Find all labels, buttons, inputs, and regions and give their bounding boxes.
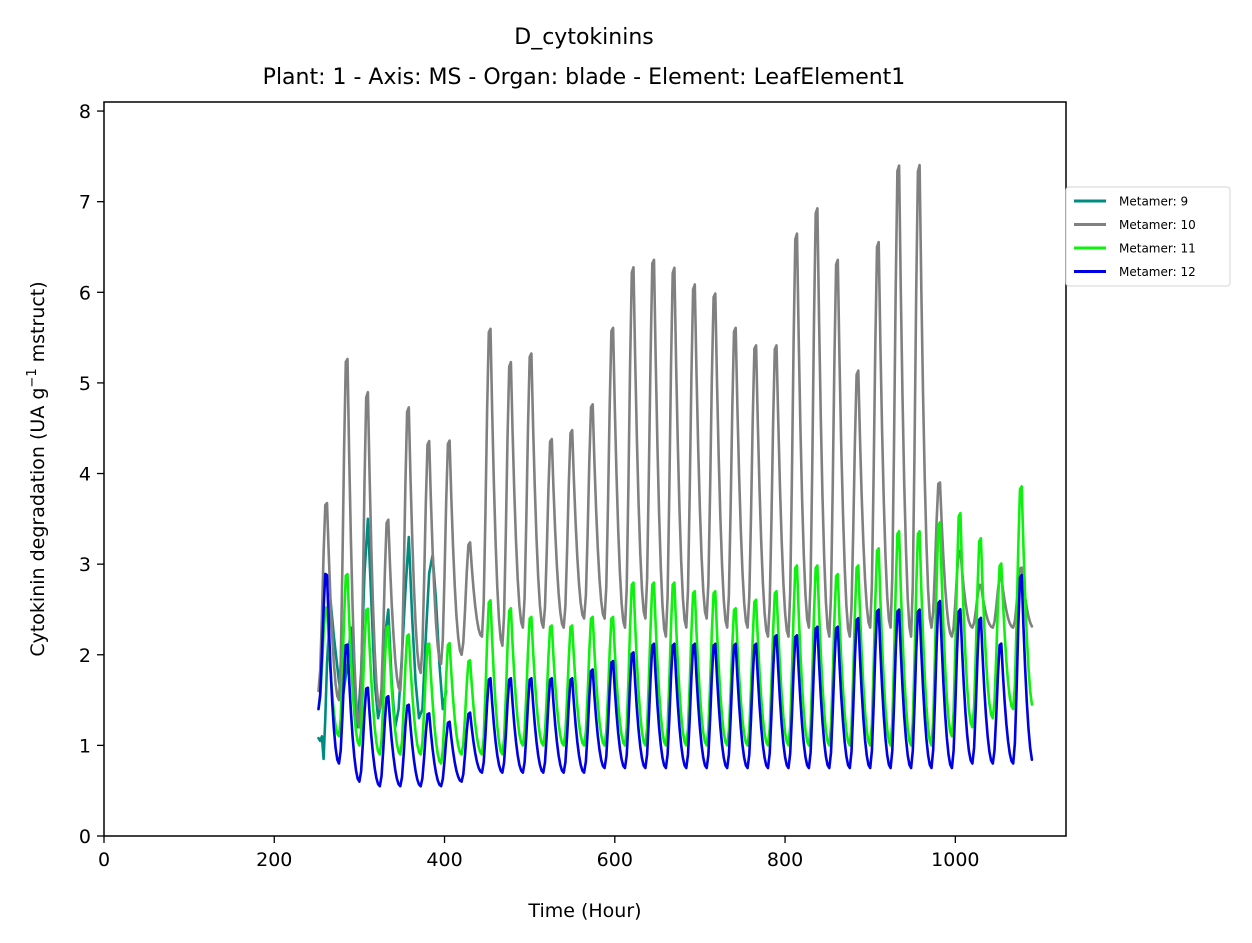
series-line-metamer-12 [317,572,1034,788]
y-tick-label: 7 [79,192,91,214]
y-axis-ticks: 0 1 2 3 4 5 6 7 8 [79,101,104,848]
legend-label: Metamer: 12 [1119,265,1196,279]
legend-frame [1065,186,1231,287]
x-axis-label: Time (Hour) [527,900,641,922]
series-layer [317,163,1034,788]
legend-label: Metamer: 10 [1119,218,1196,232]
legend-label: Metamer: 11 [1119,242,1196,256]
y-tick-label: 4 [79,464,91,486]
x-tick-label: 0 [98,849,110,871]
x-tick-label: 400 [426,849,462,871]
y-tick-label: 2 [79,645,91,667]
series-line-metamer-10 [317,163,1034,729]
chart-subtitle: Plant: 1 - Axis: MS - Organ: blade - Ele… [263,65,906,90]
y-tick-label: 8 [79,101,91,123]
y-axis-label: Cytokinin degradation (UA g−1 mstruct) [25,281,49,656]
x-tick-label: 1000 [931,849,979,871]
y-tick-label: 3 [79,554,91,576]
x-tick-label: 600 [597,849,633,871]
legend-label: Metamer: 9 [1119,195,1188,209]
x-axis-ticks: 0 200 400 600 800 1000 [98,836,980,871]
y-tick-label: 5 [79,373,91,395]
x-tick-label: 800 [767,849,803,871]
y-tick-label: 0 [79,826,91,848]
plot-area [103,101,1067,837]
y-axis-label-main: Cytokinin degradation (UA g [27,388,49,657]
chart-title: D_cytokinins [514,25,653,50]
y-tick-label: 1 [79,735,91,757]
y-axis-label-sup: −1 [25,368,40,387]
legend: Metamer: 9 Metamer: 10 Metamer: 11 Metamer:… [1065,186,1231,287]
plot-frame [103,101,1067,837]
x-tick-label: 200 [256,849,292,871]
y-axis-label-tail: mstruct) [27,281,49,368]
y-tick-label: 6 [79,282,91,304]
